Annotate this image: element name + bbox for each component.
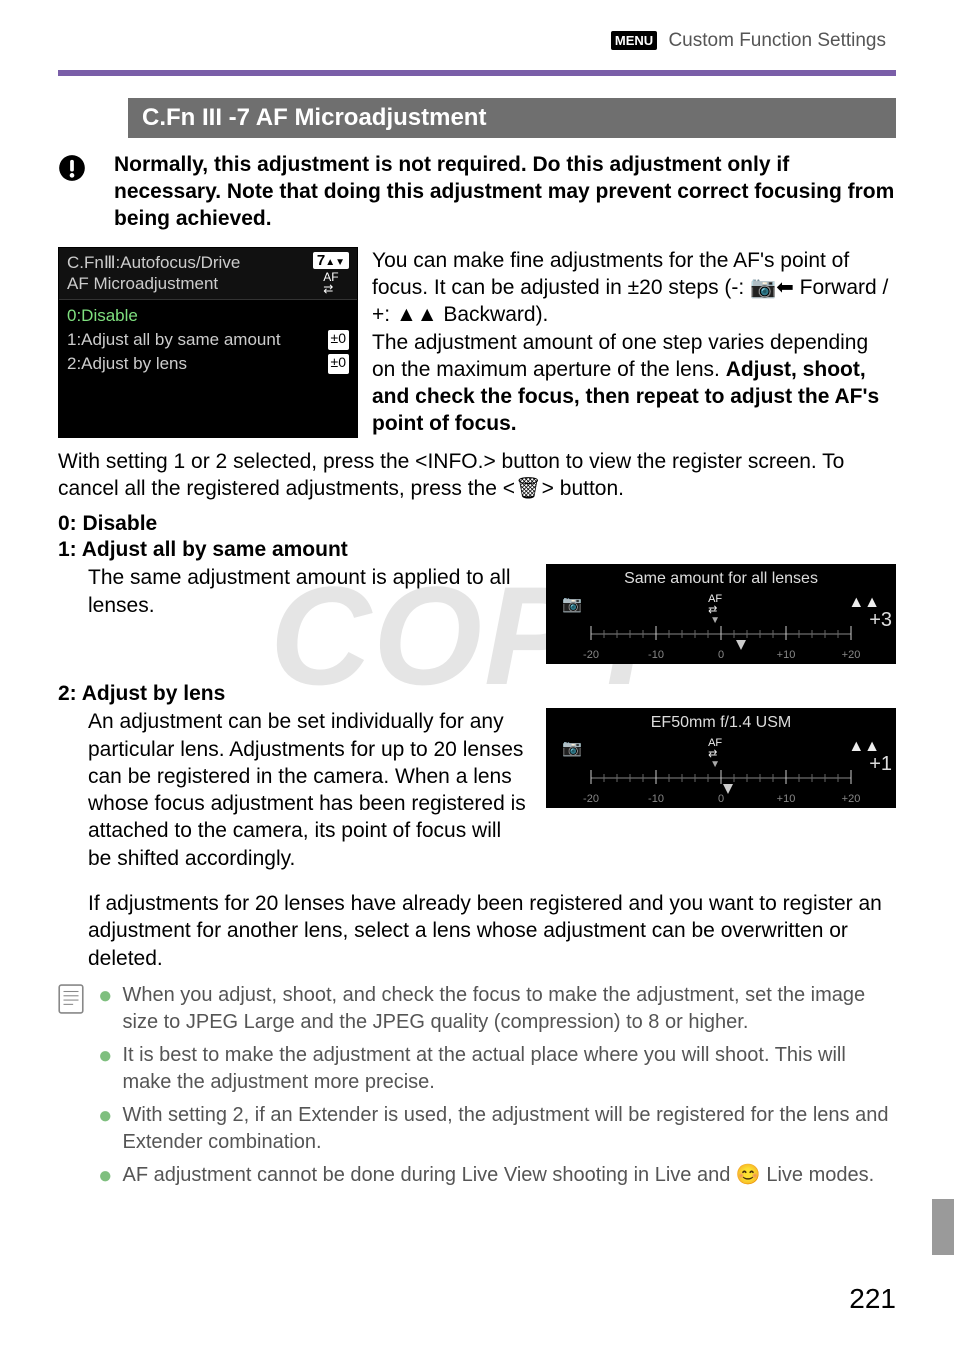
lcd-line2: AF Microadjustment [67,273,240,294]
svg-text:+10: +10 [777,649,796,660]
scale2-ticks: -20 -10 0 +10 +20 [554,770,888,804]
svg-text:-20: -20 [583,793,599,804]
warning-text: Normally, this adjustment is not require… [114,152,896,233]
af-glyph: AF⇄ [708,738,722,760]
pointer-icon: ▼ [710,760,720,770]
svg-text:+20: +20 [842,793,861,804]
scale2-value: +1 [869,753,892,776]
side-tab [932,1199,954,1255]
section-header: C.Fn III -7 AF Microadjustment [58,98,896,138]
svg-text:+10: +10 [777,793,796,804]
lcd-line1: C.FnⅢ:Autofocus/Drive [67,252,240,273]
note-3: ●With setting 2, if an Extender is used,… [98,1102,896,1156]
breadcrumb-text: Custom Function Settings [668,30,886,51]
scale1-ticks: -20 -10 0 +10 +20 [554,626,888,660]
camera-icon: 📷 [562,594,582,626]
option-2-text-a: An adjustment can be set individually fo… [88,708,528,872]
trash-icon: 🗑 [515,477,542,500]
breadcrumb: MENU Custom Function Settings [58,30,896,52]
paragraph-1: You can make fine adjustments for the AF… [372,247,896,438]
menu-label-box: MENU [611,31,657,50]
body-row-1: C.FnⅢ:Autofocus/Drive AF Microadjustment… [58,247,896,438]
warning-row: Normally, this adjustment is not require… [58,152,896,233]
scale1-title: Same amount for all lenses [554,570,888,588]
scale2-title: EF50mm f/1.4 USM [554,714,888,732]
option-1-title: 1: Adjust all by same amount [58,538,896,562]
face-detect-icon: 😊 [736,1164,761,1186]
option-0-title: 0: Disable [58,512,896,536]
af-glyph: AF⇄ [708,594,722,616]
scale1-value: +3 [869,609,892,632]
option-2-title: 2: Adjust by lens [58,682,896,706]
svg-text:-10: -10 [648,649,664,660]
svg-text:0: 0 [718,793,724,804]
note-2: ●It is best to make the adjustment at th… [98,1042,896,1096]
svg-text:-20: -20 [583,649,599,660]
af-icon: AF⇄ [323,271,338,295]
section-title: C.Fn III -7 AF Microadjustment [128,98,896,138]
note-4: ●AF adjustment cannot be done during Liv… [98,1162,896,1189]
lcd-selected-number: 7▲▼ [313,252,349,269]
notes-block: ●When you adjust, shoot, and check the f… [58,982,896,1195]
warning-icon [58,154,86,182]
option-1-text: The same adjustment amount is applied to… [88,564,528,619]
lcd-panel-main: C.FnⅢ:Autofocus/Drive AF Microadjustment… [58,247,358,438]
camera-forward-icon: 📷⬅ [750,276,794,299]
svg-text:0: 0 [718,649,724,660]
pointer-icon: ▼ [710,616,720,626]
divider-purple [58,70,896,76]
paragraph-2: With setting 1 or 2 selected, press the … [58,448,896,503]
mountain-backward-icon: ▲▲ [396,303,438,326]
note-icon [58,984,84,1014]
scale-panel-by-lens: EF50mm f/1.4 USM 📷 AF⇄▼ ▲▲ [546,708,896,808]
info-button-label: INFO. [427,450,483,473]
camera-icon: 📷 [562,738,582,770]
svg-text:-10: -10 [648,793,664,804]
lcd-option-1: 1:Adjust all by same amount±0 [59,328,357,352]
scale-panel-same-amount: Same amount for all lenses 📷 AF⇄▼ ▲▲ [546,564,896,664]
note-1: ●When you adjust, shoot, and check the f… [98,982,896,1036]
lcd-option-2: 2:Adjust by lens±0 [59,352,357,376]
lcd-option-0: 0:Disable [59,304,357,328]
option-2-text-b: If adjustments for 20 lenses have alread… [88,890,896,972]
page-number: 221 [849,1283,896,1315]
svg-text:+20: +20 [842,649,861,660]
